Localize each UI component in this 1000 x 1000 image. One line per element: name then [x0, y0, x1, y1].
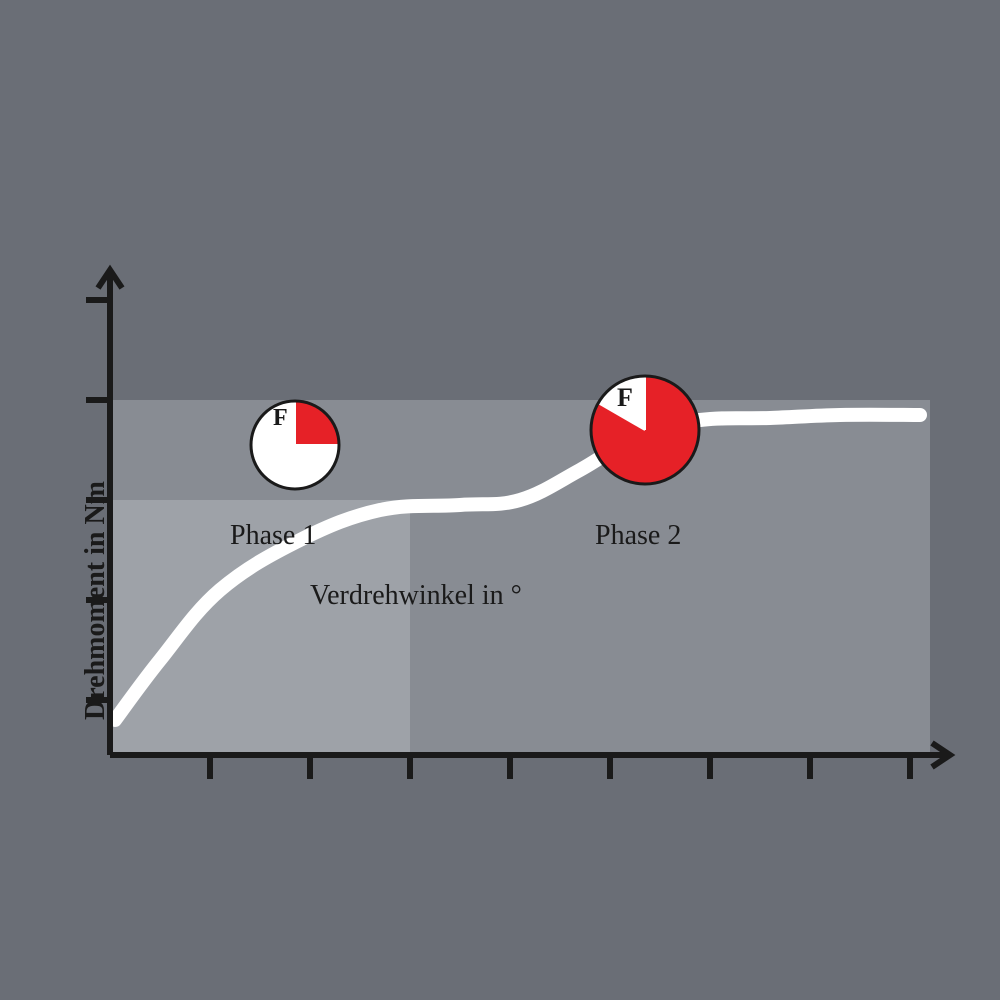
- y-axis-label: Drehmoment in Nm: [80, 481, 112, 720]
- x-axis-label: Verdrehwinkel in °: [310, 580, 522, 612]
- phase-1-gauge-icon: [251, 401, 339, 489]
- phase-2-gauge-icon: [591, 376, 699, 484]
- phase-2-gauge-f-icon: F: [617, 383, 633, 413]
- chart-page: Drehmoment in Nm Verdrehwinkel in ° Phas…: [0, 0, 1000, 1000]
- phase-1-gauge-f-icon: F: [273, 405, 288, 432]
- phase-1-label: Phase 1: [230, 520, 316, 552]
- torque-angle-chart: [0, 0, 1000, 1000]
- phase-2-label: Phase 2: [595, 520, 681, 552]
